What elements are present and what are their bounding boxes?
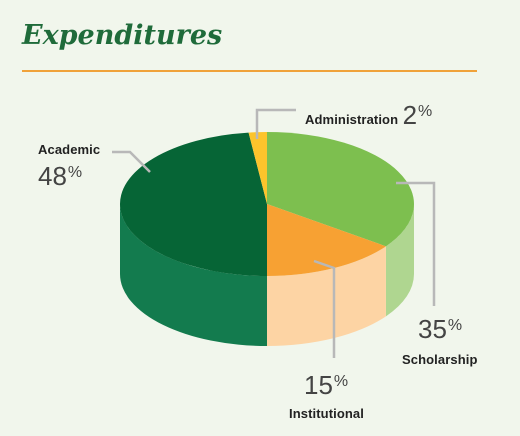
label-administration: Administration 2% <box>305 100 432 131</box>
label-academic-name: Academic <box>38 142 101 157</box>
pie-slice-academic <box>120 132 267 276</box>
pie-slice-administration <box>248 132 267 204</box>
pie-side-scholarship <box>385 204 414 317</box>
label-institutional-pct: 15% <box>304 370 349 400</box>
leader-academic <box>112 150 151 173</box>
label-institutional-name: Institutional <box>289 406 364 421</box>
label-academic: Academic 48% <box>38 142 100 192</box>
pie-side-institutional <box>267 246 386 346</box>
title-divider <box>22 70 477 72</box>
label-scholarship-pct: 35% <box>418 314 463 344</box>
label-scholarship-name: Scholarship <box>402 352 478 367</box>
pie-side-academic <box>120 204 267 346</box>
leader-institutional <box>313 259 336 358</box>
label-administration-pct: 2% <box>402 100 433 130</box>
pie-slice-institutional <box>267 204 386 276</box>
pie-slice-scholarship <box>267 132 414 247</box>
label-administration-name: Administration <box>305 112 399 127</box>
chart-title: Expenditures <box>22 20 223 51</box>
label-academic-pct: 48% <box>38 161 83 191</box>
leader-administration <box>255 108 296 139</box>
leader-scholarship <box>396 181 436 306</box>
